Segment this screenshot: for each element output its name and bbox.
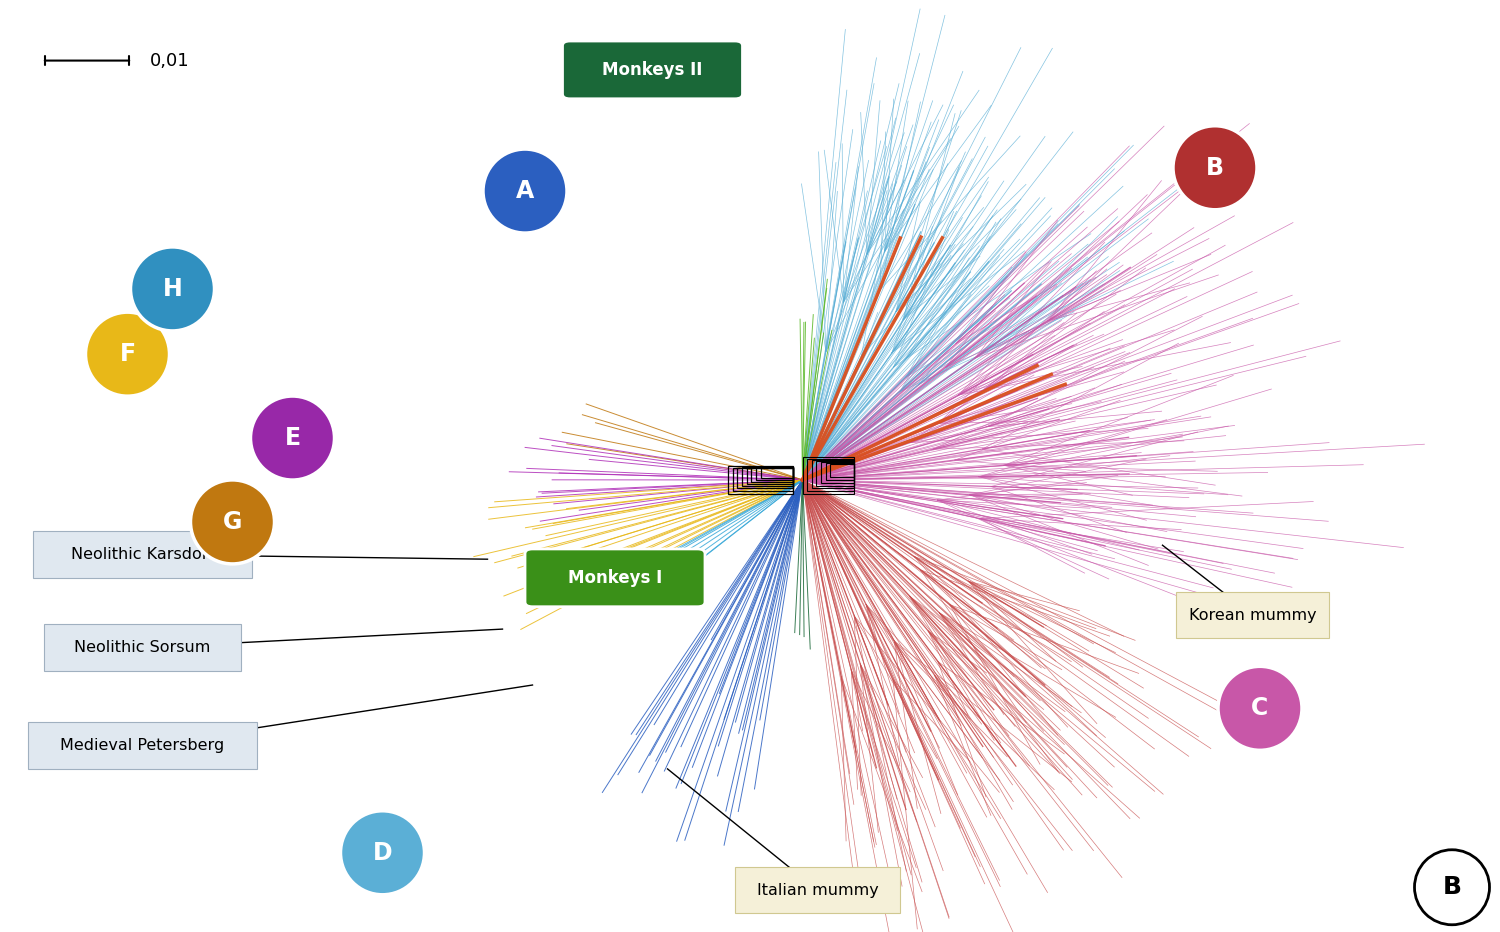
FancyBboxPatch shape bbox=[562, 41, 742, 99]
Text: D: D bbox=[372, 841, 393, 865]
Text: G: G bbox=[224, 510, 242, 534]
Bar bbox=[821, 462, 854, 483]
FancyBboxPatch shape bbox=[735, 867, 900, 913]
Ellipse shape bbox=[130, 247, 214, 331]
Ellipse shape bbox=[86, 312, 170, 396]
Text: Monkeys II: Monkeys II bbox=[603, 61, 702, 79]
Text: Monkeys I: Monkeys I bbox=[568, 569, 662, 587]
FancyBboxPatch shape bbox=[1176, 592, 1329, 638]
Bar bbox=[752, 467, 794, 482]
Ellipse shape bbox=[1218, 666, 1302, 750]
Text: E: E bbox=[285, 426, 300, 450]
Text: F: F bbox=[120, 342, 135, 366]
Text: C: C bbox=[1251, 696, 1269, 720]
Text: Neolithic Karsdorf: Neolithic Karsdorf bbox=[70, 547, 214, 562]
Bar bbox=[756, 467, 794, 480]
Bar bbox=[732, 468, 794, 491]
Text: 0,01: 0,01 bbox=[150, 51, 189, 70]
Ellipse shape bbox=[1414, 850, 1490, 925]
Text: Korean mummy: Korean mummy bbox=[1188, 608, 1317, 623]
Bar bbox=[802, 457, 853, 494]
Bar bbox=[728, 466, 794, 494]
FancyBboxPatch shape bbox=[525, 549, 705, 607]
Text: A: A bbox=[516, 179, 534, 203]
Bar bbox=[807, 459, 853, 491]
Bar bbox=[742, 467, 794, 486]
Ellipse shape bbox=[190, 480, 274, 564]
Bar bbox=[827, 463, 854, 480]
FancyBboxPatch shape bbox=[28, 722, 256, 769]
FancyBboxPatch shape bbox=[33, 531, 252, 578]
Ellipse shape bbox=[251, 396, 334, 480]
Text: H: H bbox=[162, 277, 183, 301]
Bar bbox=[812, 460, 853, 488]
Ellipse shape bbox=[483, 149, 567, 233]
Text: B: B bbox=[1443, 875, 1461, 899]
Text: Medieval Petersberg: Medieval Petersberg bbox=[60, 738, 225, 753]
Ellipse shape bbox=[340, 811, 424, 895]
Ellipse shape bbox=[1173, 126, 1257, 210]
Text: Neolithic Sorsum: Neolithic Sorsum bbox=[75, 640, 210, 655]
Text: Italian mummy: Italian mummy bbox=[756, 883, 879, 898]
Bar bbox=[816, 461, 854, 486]
Bar bbox=[760, 467, 794, 478]
Text: B: B bbox=[1206, 156, 1224, 180]
Bar bbox=[738, 468, 794, 488]
Bar bbox=[831, 464, 854, 477]
Bar bbox=[747, 467, 794, 484]
FancyBboxPatch shape bbox=[44, 624, 242, 671]
